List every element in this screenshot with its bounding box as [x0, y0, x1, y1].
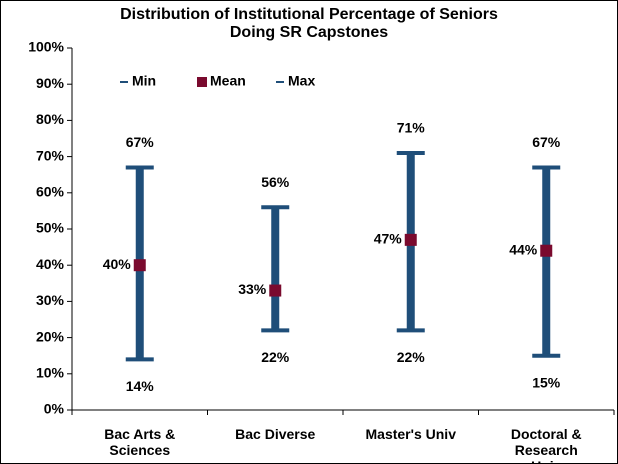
mean-label: 47% — [374, 231, 403, 247]
y-tick-label: 0% — [44, 401, 65, 417]
mean-label: 40% — [103, 256, 132, 272]
x-tick-label: Master's Univ — [365, 426, 456, 442]
legend-label: Min — [132, 73, 156, 89]
x-label-box: Doctoral & Research Univ — [510, 426, 582, 464]
max-label: 67% — [126, 134, 155, 150]
y-tick-label: 20% — [36, 328, 65, 344]
y-tick-label: 80% — [36, 111, 65, 127]
y-tick-label: 100% — [28, 39, 64, 55]
x-label-box: Bac Arts & Sciences — [104, 426, 176, 459]
max-label: 56% — [261, 174, 290, 190]
mean-label: 33% — [238, 281, 267, 297]
x-label-box: Bac Diverse — [235, 426, 316, 442]
min-label: 22% — [397, 349, 426, 365]
x-tick-label: Doctoral & Research Univ — [510, 426, 582, 464]
mean-label: 44% — [509, 241, 538, 257]
y-tick-label: 50% — [36, 220, 65, 236]
y-tick-label: 60% — [36, 184, 65, 200]
legend-label: Mean — [210, 73, 246, 89]
mean-marker — [540, 244, 553, 257]
legend-label: Max — [288, 73, 315, 89]
mean-marker — [133, 259, 146, 272]
y-tick-label: 90% — [36, 75, 65, 91]
y-tick-label: 70% — [36, 147, 65, 163]
chart-title: Distribution of Institutional Percentage… — [120, 6, 498, 42]
y-tick-label: 30% — [36, 292, 65, 308]
x-tick-label: Bac Diverse — [235, 426, 316, 442]
max-label: 71% — [397, 120, 426, 136]
x-tick-label: Bac Arts & Sciences — [104, 426, 176, 459]
max-label: 67% — [532, 134, 561, 150]
min-label: 22% — [261, 349, 290, 365]
mean-marker — [269, 284, 282, 297]
x-label-box: Master's Univ — [365, 426, 456, 442]
legend-marker — [197, 77, 207, 87]
min-label: 15% — [532, 374, 561, 390]
mean-marker — [404, 233, 417, 246]
y-tick-label: 10% — [36, 365, 65, 381]
title-box: Distribution of Institutional Percentage… — [120, 6, 498, 42]
y-tick-label: 40% — [36, 256, 65, 272]
min-label: 14% — [126, 378, 155, 394]
